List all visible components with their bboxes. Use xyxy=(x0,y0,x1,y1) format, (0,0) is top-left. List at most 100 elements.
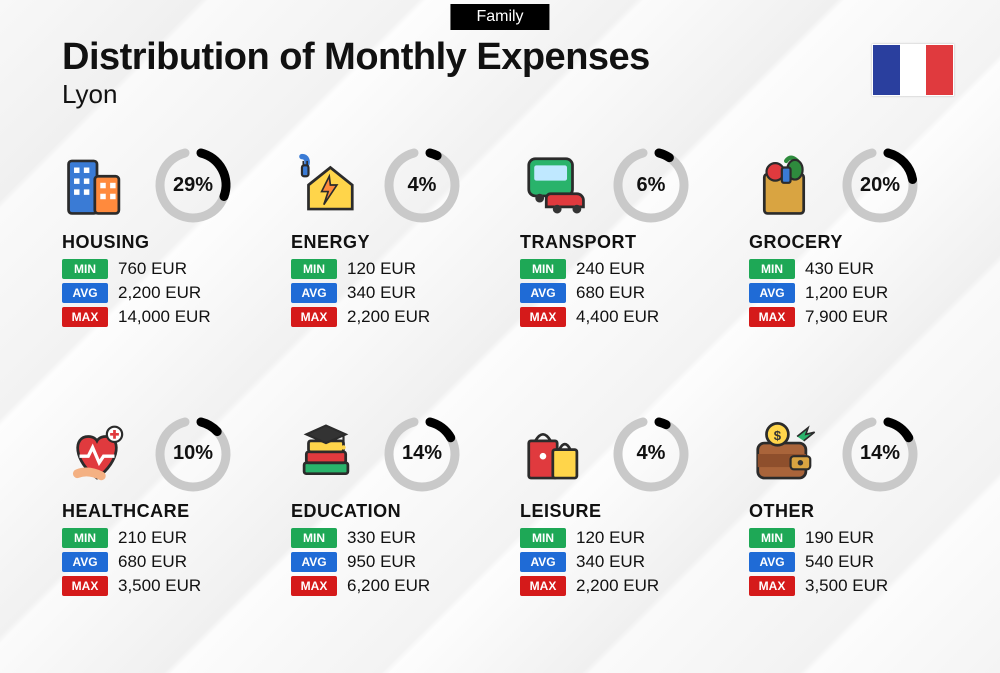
avg-row: AVG 340 EUR xyxy=(291,283,510,303)
max-value: 4,400 EUR xyxy=(576,307,659,327)
avg-row: AVG 680 EUR xyxy=(62,552,281,572)
max-row: MAX 6,200 EUR xyxy=(291,576,510,596)
max-value: 2,200 EUR xyxy=(347,307,430,327)
max-tag: MAX xyxy=(749,307,795,327)
min-row: MIN 120 EUR xyxy=(291,259,510,279)
avg-row: AVG 2,200 EUR xyxy=(62,283,281,303)
avg-tag: AVG xyxy=(62,283,108,303)
percent-label: 14% xyxy=(841,415,919,493)
shopping-bags-icon xyxy=(520,419,590,489)
avg-value: 950 EUR xyxy=(347,552,416,572)
max-row: MAX 4,400 EUR xyxy=(520,307,739,327)
percent-label: 20% xyxy=(841,146,919,224)
max-row: MAX 2,200 EUR xyxy=(291,307,510,327)
house-energy-icon xyxy=(291,150,361,220)
min-tag: MIN xyxy=(291,528,337,548)
flag-stripe-3 xyxy=(926,45,953,95)
avg-value: 1,200 EUR xyxy=(805,283,888,303)
max-tag: MAX xyxy=(291,307,337,327)
title-block: Distribution of Monthly Expenses Lyon xyxy=(62,36,650,110)
percent-donut: 6% xyxy=(612,146,690,224)
max-row: MAX 14,000 EUR xyxy=(62,307,281,327)
avg-tag: AVG xyxy=(291,552,337,572)
min-value: 240 EUR xyxy=(576,259,645,279)
min-tag: MIN xyxy=(520,528,566,548)
flag-france xyxy=(872,44,954,96)
min-tag: MIN xyxy=(520,259,566,279)
buildings-icon xyxy=(62,150,132,220)
bus-car-icon xyxy=(520,150,590,220)
min-tag: MIN xyxy=(749,259,795,279)
category-card-housing: 29% HOUSING MIN 760 EUR AVG 2,200 EUR MA… xyxy=(62,146,281,385)
avg-tag: AVG xyxy=(520,552,566,572)
flag-stripe-2 xyxy=(900,45,927,95)
max-value: 7,900 EUR xyxy=(805,307,888,327)
percent-label: 10% xyxy=(154,415,232,493)
flag-stripe-1 xyxy=(873,45,900,95)
avg-value: 680 EUR xyxy=(576,283,645,303)
percent-label: 29% xyxy=(154,146,232,224)
avg-tag: AVG xyxy=(749,552,795,572)
avg-row: AVG 340 EUR xyxy=(520,552,739,572)
min-tag: MIN xyxy=(62,528,108,548)
grocery-bag-icon xyxy=(749,150,819,220)
max-value: 3,500 EUR xyxy=(118,576,201,596)
max-tag: MAX xyxy=(520,307,566,327)
category-card-other: $ 14% OTHER MIN 190 EUR AVG 540 EUR MAX … xyxy=(749,415,968,654)
max-tag: MAX xyxy=(291,576,337,596)
avg-tag: AVG xyxy=(291,283,337,303)
percent-label: 6% xyxy=(612,146,690,224)
percent-label: 4% xyxy=(383,146,461,224)
min-row: MIN 760 EUR xyxy=(62,259,281,279)
avg-row: AVG 1,200 EUR xyxy=(749,283,968,303)
location-subtitle: Lyon xyxy=(62,79,650,110)
page-title: Distribution of Monthly Expenses xyxy=(62,36,650,79)
category-name: LEISURE xyxy=(520,501,739,522)
min-value: 210 EUR xyxy=(118,528,187,548)
min-row: MIN 240 EUR xyxy=(520,259,739,279)
avg-value: 340 EUR xyxy=(576,552,645,572)
percent-donut: 10% xyxy=(154,415,232,493)
percent-donut: 14% xyxy=(383,415,461,493)
max-value: 6,200 EUR xyxy=(347,576,430,596)
category-card-education: 14% EDUCATION MIN 330 EUR AVG 950 EUR MA… xyxy=(291,415,510,654)
avg-tag: AVG xyxy=(62,552,108,572)
avg-row: AVG 540 EUR xyxy=(749,552,968,572)
max-row: MAX 7,900 EUR xyxy=(749,307,968,327)
category-card-leisure: 4% LEISURE MIN 120 EUR AVG 340 EUR MAX 2… xyxy=(520,415,739,654)
min-tag: MIN xyxy=(62,259,108,279)
min-row: MIN 210 EUR xyxy=(62,528,281,548)
category-name: HOUSING xyxy=(62,232,281,253)
percent-donut: 14% xyxy=(841,415,919,493)
avg-row: AVG 950 EUR xyxy=(291,552,510,572)
category-card-grocery: 20% GROCERY MIN 430 EUR AVG 1,200 EUR MA… xyxy=(749,146,968,385)
avg-value: 2,200 EUR xyxy=(118,283,201,303)
avg-tag: AVG xyxy=(749,283,795,303)
category-name: EDUCATION xyxy=(291,501,510,522)
heart-pulse-icon xyxy=(62,419,132,489)
max-row: MAX 2,200 EUR xyxy=(520,576,739,596)
categories-grid: 29% HOUSING MIN 760 EUR AVG 2,200 EUR MA… xyxy=(62,146,968,653)
avg-value: 540 EUR xyxy=(805,552,874,572)
max-value: 2,200 EUR xyxy=(576,576,659,596)
max-tag: MAX xyxy=(62,576,108,596)
min-tag: MIN xyxy=(749,528,795,548)
wallet-icon: $ xyxy=(749,419,819,489)
min-value: 190 EUR xyxy=(805,528,874,548)
category-name: HEALTHCARE xyxy=(62,501,281,522)
max-row: MAX 3,500 EUR xyxy=(749,576,968,596)
min-value: 120 EUR xyxy=(576,528,645,548)
max-row: MAX 3,500 EUR xyxy=(62,576,281,596)
percent-donut: 29% xyxy=(154,146,232,224)
category-name: OTHER xyxy=(749,501,968,522)
min-row: MIN 330 EUR xyxy=(291,528,510,548)
category-name: GROCERY xyxy=(749,232,968,253)
percent-donut: 4% xyxy=(383,146,461,224)
min-row: MIN 430 EUR xyxy=(749,259,968,279)
category-card-transport: 6% TRANSPORT MIN 240 EUR AVG 680 EUR MAX… xyxy=(520,146,739,385)
percent-label: 14% xyxy=(383,415,461,493)
min-value: 120 EUR xyxy=(347,259,416,279)
max-tag: MAX xyxy=(62,307,108,327)
max-tag: MAX xyxy=(749,576,795,596)
min-value: 430 EUR xyxy=(805,259,874,279)
